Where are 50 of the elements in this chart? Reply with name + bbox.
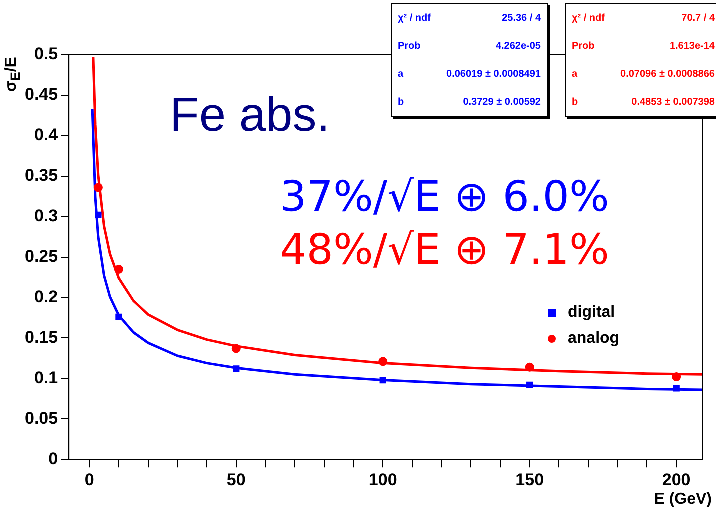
annotation: 0.3729 ± 0.00592 [463,96,541,108]
point [673,385,680,392]
y-tick-label: 0.05 [24,408,58,428]
legend-label: analog [568,330,620,348]
text: χ² / ndf [572,12,605,24]
point [380,376,386,384]
y-tick-label: 0 [48,449,58,468]
x-tick-label: 0 [84,470,94,490]
annotation: 0.4853 ± 0.007398 [632,96,715,108]
annotation: 48%/√E ⊕ 7.1% [280,225,610,274]
x-tick-label: 100 [368,470,398,490]
y-tick-label: 0.4 [34,126,59,145]
text: 4.262e-05 [496,40,541,52]
y-tick-label: 0.2 [34,287,58,306]
x-tick-label: 150 [516,470,544,490]
text: 1.613e-14 [670,40,715,52]
text: Prob [398,40,421,52]
annotation: 37%/√E ⊕ 6.0% [280,172,610,221]
point [525,362,534,372]
point [95,212,102,219]
annotation: a [572,68,578,80]
point [526,382,534,388]
annotation: a [398,68,404,80]
annotation: 0.07096 ± 0.0008866 [620,68,715,80]
point [232,344,241,354]
annotation: b [398,96,404,108]
x-axis-title: E (GeV) [654,491,712,509]
y-tick-label: 0.1 [34,368,58,388]
text: 25.36 / 4 [502,12,541,24]
y-tick-label: 0.3 [34,206,58,226]
annotation: 0.06019 ± 0.0008491 [446,68,541,80]
y-tick-label: 0.25 [24,246,58,266]
annotation: Fe abs. [170,88,330,143]
text: Prob [572,40,595,52]
point [672,372,682,382]
y-tick-label: 0.5 [34,44,58,64]
text: 70.7 / 4 [682,12,715,24]
annotation: b [572,96,578,108]
x-tick-label: 200 [662,470,691,490]
point [378,357,388,366]
legend-label: digital [568,304,616,322]
y-tick-label: 0.15 [24,328,58,347]
y-tick-label: 0.45 [24,85,58,104]
text: χ² / ndf [398,12,431,24]
point [233,366,240,372]
point [114,264,124,274]
point [94,183,103,192]
y-tick-label: 0.35 [24,166,58,186]
x-tick-label: 50 [226,470,246,490]
point [116,314,122,321]
